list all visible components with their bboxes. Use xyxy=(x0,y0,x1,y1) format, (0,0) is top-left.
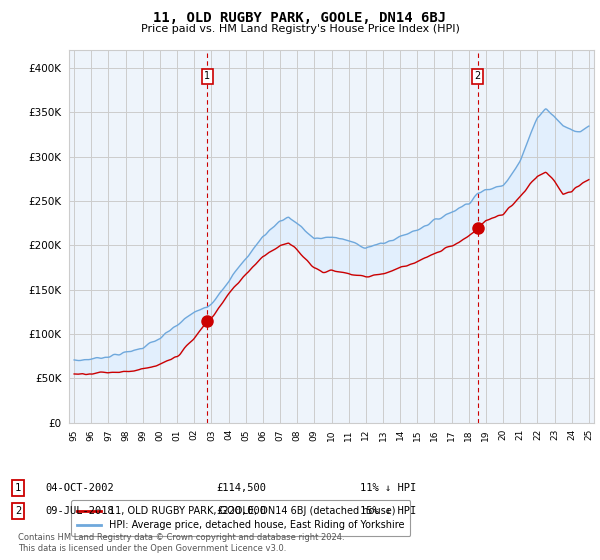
Text: £220,000: £220,000 xyxy=(216,506,266,516)
Text: Price paid vs. HM Land Registry's House Price Index (HPI): Price paid vs. HM Land Registry's House … xyxy=(140,24,460,34)
Text: 09-JUL-2018: 09-JUL-2018 xyxy=(45,506,114,516)
Text: 11% ↓ HPI: 11% ↓ HPI xyxy=(360,483,416,493)
Text: 04-OCT-2002: 04-OCT-2002 xyxy=(45,483,114,493)
Legend: 11, OLD RUGBY PARK, GOOLE, DN14 6BJ (detached house), HPI: Average price, detach: 11, OLD RUGBY PARK, GOOLE, DN14 6BJ (det… xyxy=(71,500,410,536)
Text: 2: 2 xyxy=(15,506,21,516)
Text: 15% ↓ HPI: 15% ↓ HPI xyxy=(360,506,416,516)
Text: £114,500: £114,500 xyxy=(216,483,266,493)
Text: 1: 1 xyxy=(15,483,21,493)
Text: 11, OLD RUGBY PARK, GOOLE, DN14 6BJ: 11, OLD RUGBY PARK, GOOLE, DN14 6BJ xyxy=(154,11,446,25)
Text: 1: 1 xyxy=(204,72,210,81)
Text: 2: 2 xyxy=(475,72,481,81)
Text: Contains HM Land Registry data © Crown copyright and database right 2024.
This d: Contains HM Land Registry data © Crown c… xyxy=(18,533,344,553)
